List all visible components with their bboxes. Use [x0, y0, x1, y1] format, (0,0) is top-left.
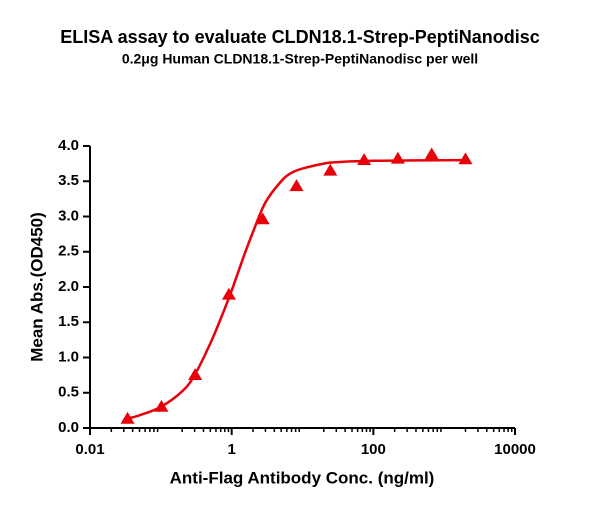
data-point: [154, 399, 169, 412]
y-tick-label: 1.5: [58, 313, 79, 330]
data-point: [221, 287, 236, 300]
data-point: [188, 368, 203, 381]
y-tick-label: 0.5: [58, 384, 79, 401]
y-tick-label: 2.0: [58, 278, 79, 295]
data-point: [357, 153, 372, 165]
y-tick-label: 2.5: [58, 243, 79, 260]
x-axis-label: Anti-Flag Antibody Conc. (ng/ml): [170, 468, 435, 487]
data-point: [323, 163, 338, 176]
y-tick-label: 3.0: [58, 207, 79, 224]
data-point: [289, 179, 304, 192]
data-point: [458, 152, 473, 165]
data-point: [255, 212, 270, 225]
y-tick-label: 3.5: [58, 172, 79, 189]
data-point: [120, 411, 135, 424]
chart-title: ELISA assay to evaluate CLDN18.1-Strep-P…: [60, 27, 539, 47]
x-tick-label: 0.01: [75, 441, 104, 458]
x-tick-label: 10000: [494, 441, 536, 458]
y-tick-label: 4.0: [58, 137, 79, 154]
data-point: [424, 147, 439, 160]
fit-curve: [123, 158, 466, 421]
x-tick-label: 1: [227, 441, 235, 458]
y-axis-label: Mean Abs.(OD450): [27, 212, 46, 362]
y-tick-label: 0.0: [58, 419, 79, 436]
chart-subtitle: 0.2μg Human CLDN18.1-Strep-PeptiNanodisc…: [122, 51, 478, 67]
data-point: [390, 151, 405, 164]
x-tick-label: 100: [361, 441, 386, 458]
y-tick-label: 1.0: [58, 348, 79, 365]
